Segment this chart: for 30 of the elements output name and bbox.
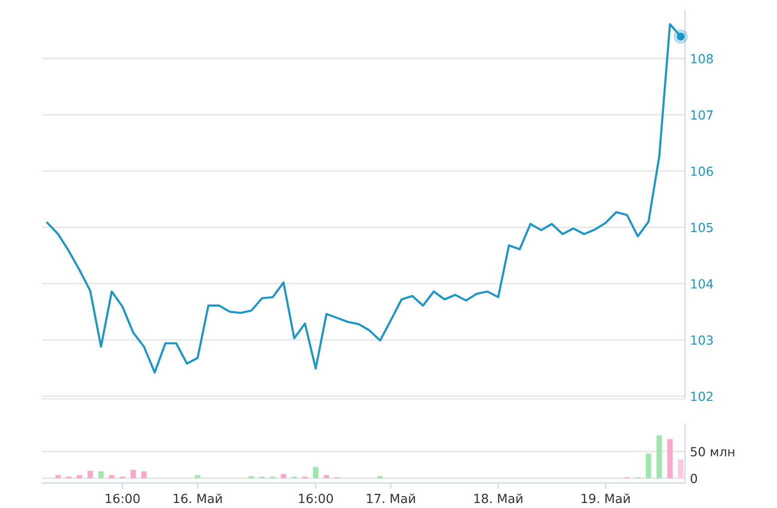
bar — [656, 435, 662, 478]
bar — [646, 454, 652, 478]
bar — [678, 460, 684, 478]
y-tick-label: 107 — [691, 110, 713, 120]
y-tick-label: 105 — [691, 222, 713, 232]
x-tick-label: 16. Май — [174, 494, 222, 504]
bar — [141, 471, 147, 478]
y-tick-label: 106 — [691, 166, 713, 176]
y-tick-label: 104 — [691, 279, 714, 289]
bar — [130, 470, 136, 478]
bar — [76, 475, 82, 478]
y-tick-label: 0 — [690, 474, 697, 484]
x-tick-label: 17. Май — [367, 494, 415, 504]
bar — [55, 475, 61, 478]
x-tick-label: 16:00 — [106, 494, 140, 504]
bar — [88, 470, 93, 478]
bar — [313, 467, 318, 478]
bar — [324, 475, 330, 478]
x-tick-label: 16:00 — [299, 494, 333, 504]
bar — [98, 471, 104, 478]
bar — [280, 474, 286, 478]
y-tick-label: 102 — [691, 392, 712, 402]
y-tick-label: 50 млн — [690, 446, 734, 456]
x-tick-label: 19. Май — [582, 494, 630, 504]
bar — [194, 475, 200, 478]
bar — [109, 475, 114, 478]
x-tick-label: 18. Май — [474, 494, 522, 504]
y-tick-label: 108 — [691, 54, 713, 64]
y-tick-label: 103 — [691, 335, 713, 345]
bar — [667, 439, 673, 478]
